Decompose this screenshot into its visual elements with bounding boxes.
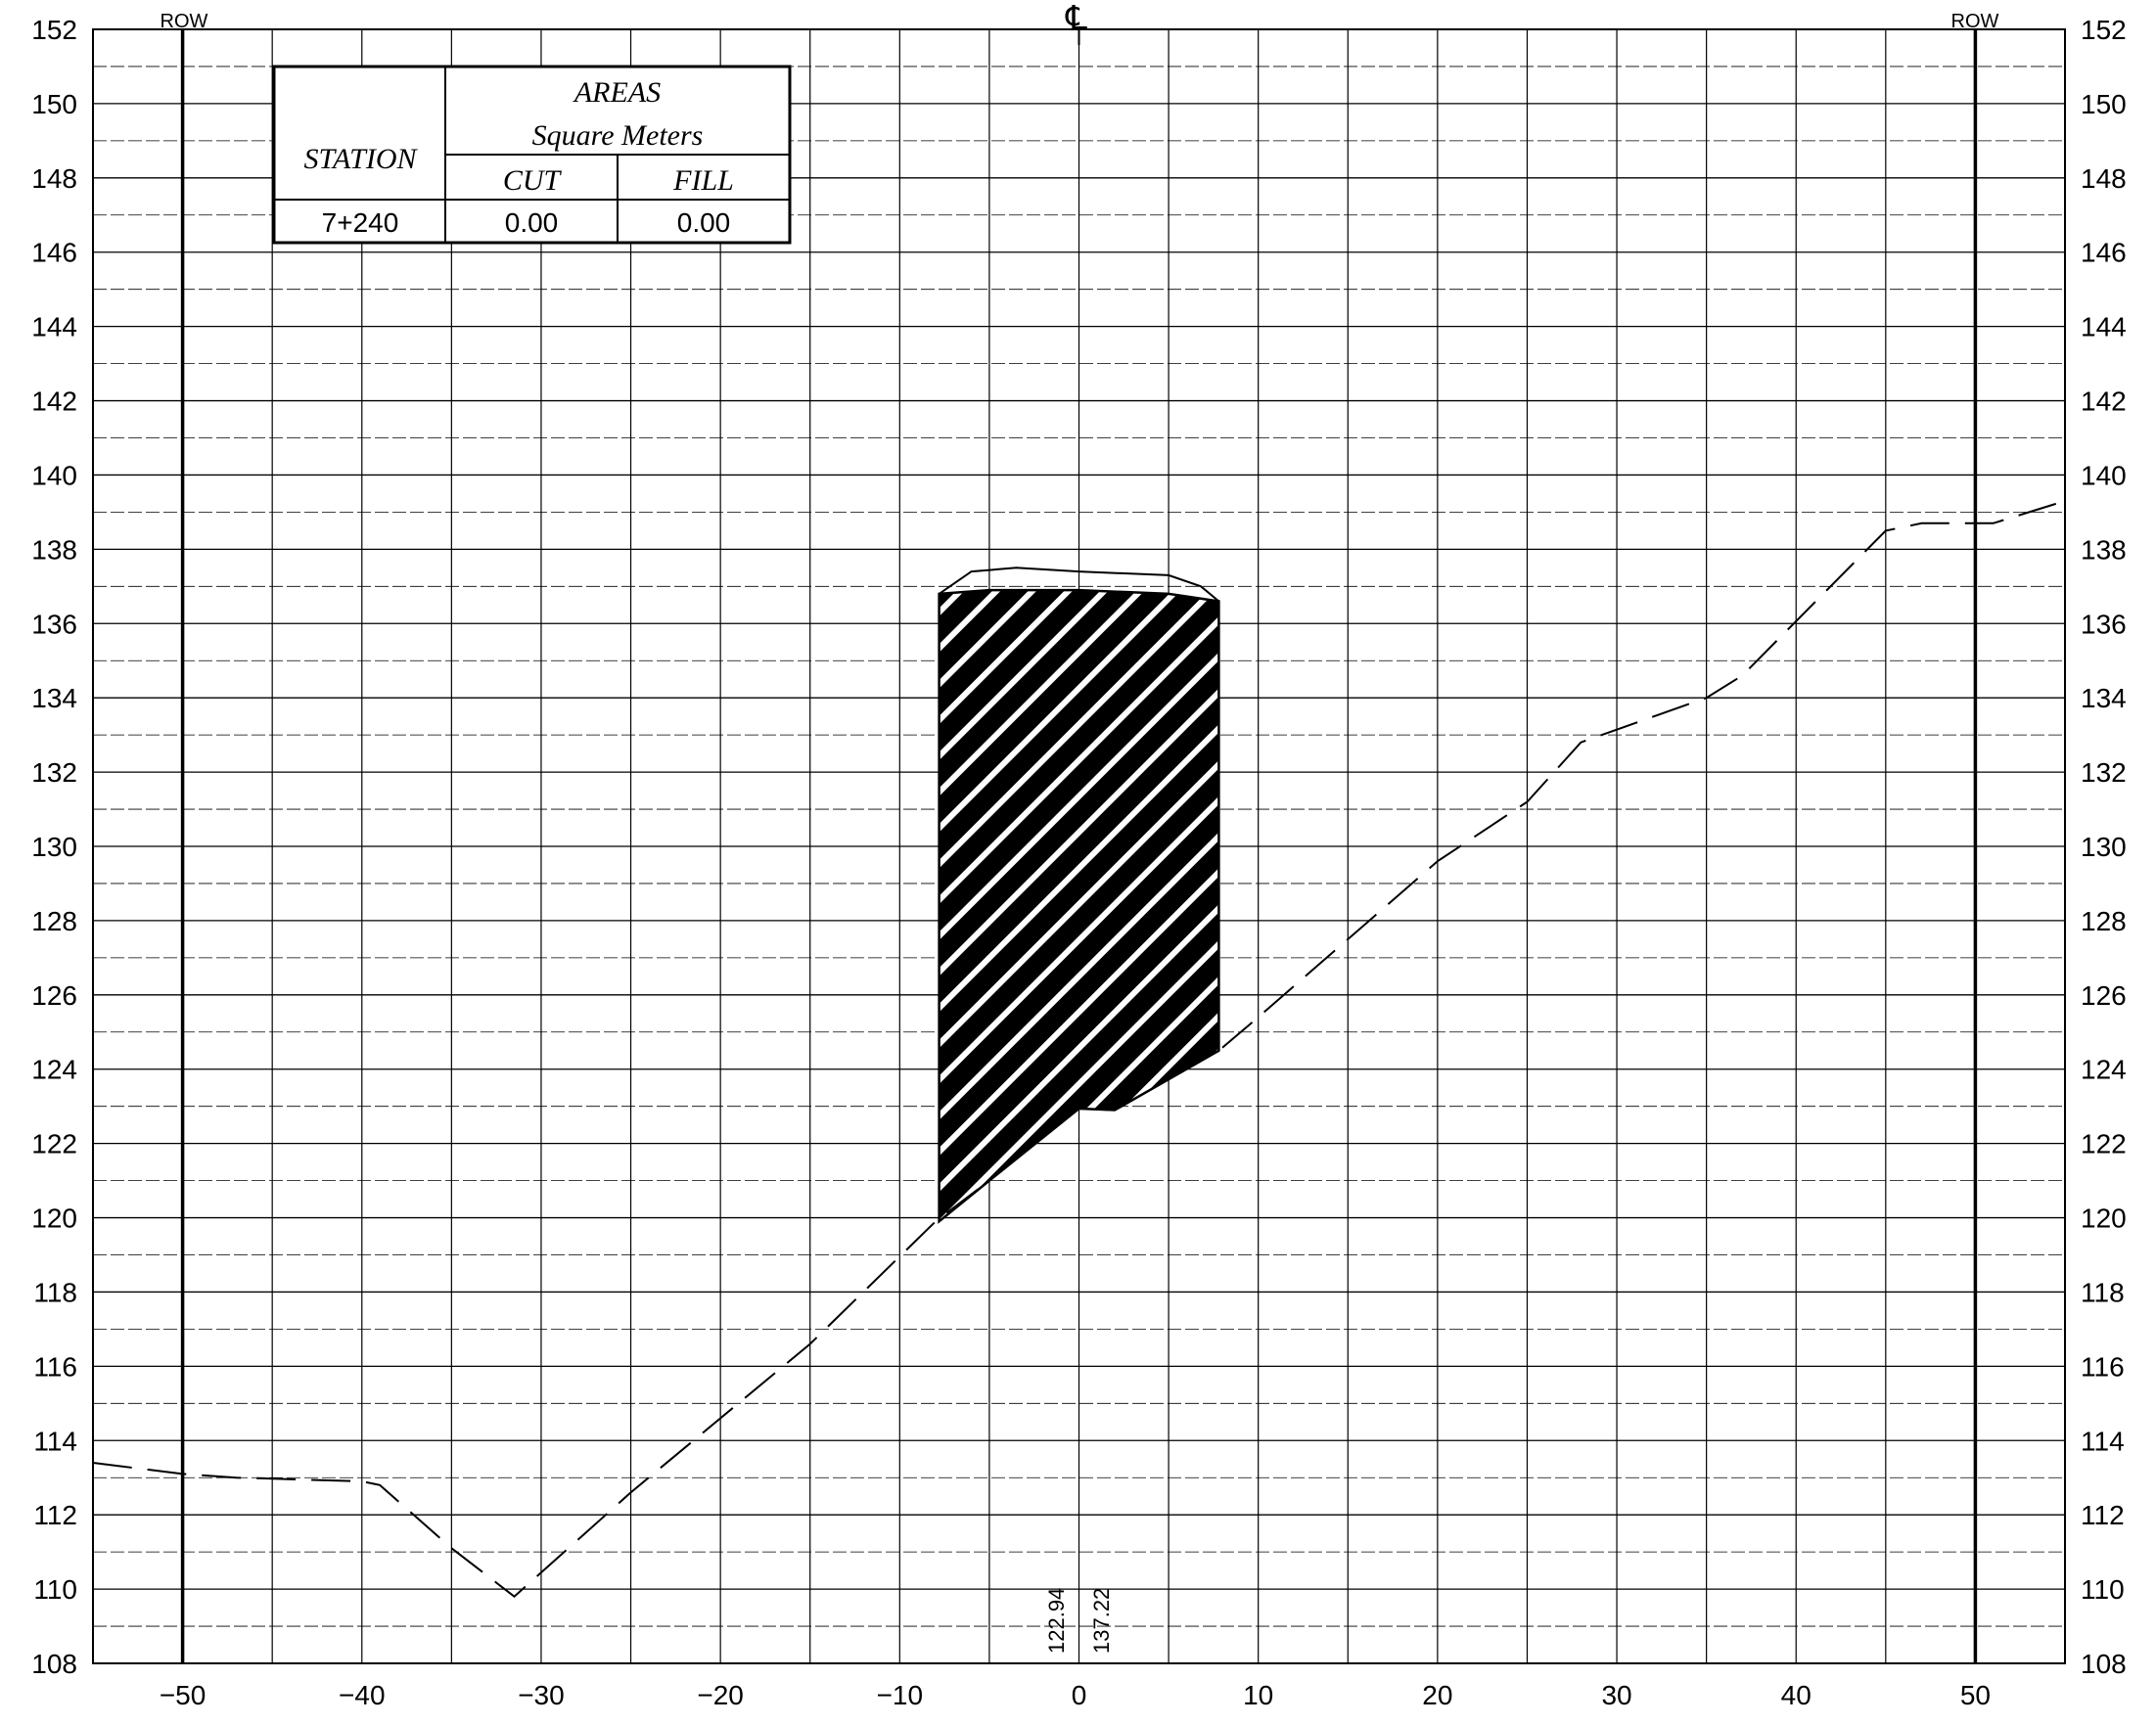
elevation-label-left: 122.94	[1044, 1588, 1069, 1654]
y-tick-label-right: 128	[2081, 906, 2127, 936]
y-tick-label-left: 112	[33, 1500, 77, 1530]
fill-value: 0.00	[677, 207, 731, 238]
section-shape	[938, 567, 1220, 1224]
y-tick-label-right: 144	[2081, 312, 2127, 342]
y-tick-label-left: 128	[31, 906, 77, 936]
y-tick-label-right: 122	[2081, 1129, 2127, 1159]
y-tick-label-right: 148	[2081, 163, 2127, 194]
y-tick-label-right: 146	[2081, 238, 2127, 268]
ground-profile	[92, 500, 2066, 1598]
station-header: STATION	[303, 143, 418, 175]
y-tick-label-right: 118	[2081, 1277, 2125, 1307]
y-tick-label-left: 126	[31, 980, 77, 1011]
y-tick-label-right: 140	[2081, 460, 2127, 490]
y-tick-label-left: 108	[31, 1649, 77, 1679]
y-tick-label-right: 152	[2081, 15, 2127, 45]
y-tick-label-right: 110	[2081, 1574, 2125, 1605]
elevation-label-right: 137.22	[1089, 1588, 1114, 1654]
x-tick-label: −30	[518, 1680, 565, 1710]
y-tick-label-right: 124	[2081, 1055, 2127, 1085]
y-tick-label-left: 138	[31, 534, 77, 565]
y-tick-label-right: 114	[2081, 1426, 2125, 1456]
y-tick-label-left: 130	[31, 832, 77, 862]
x-tick-label: −40	[339, 1680, 386, 1710]
cut-header: CUT	[503, 164, 563, 197]
fill-header: FILL	[672, 164, 734, 197]
top-outline	[939, 567, 1220, 603]
y-tick-label-left: 148	[31, 163, 77, 194]
y-tick-label-left: 150	[31, 89, 77, 119]
y-tick-label-left: 144	[31, 312, 77, 342]
y-tick-label-left: 152	[31, 15, 77, 45]
y-tick-label-left: 146	[31, 238, 77, 268]
row-lines	[180, 29, 1978, 1663]
y-tick-label-left: 118	[33, 1277, 77, 1307]
y-tick-label-right: 150	[2081, 89, 2127, 119]
x-tick-label: 20	[1422, 1680, 1452, 1710]
y-tick-label-right: 132	[2081, 757, 2127, 788]
row-label-left: ROW	[161, 11, 208, 32]
x-tick-label: 50	[1960, 1680, 1991, 1710]
y-tick-label-left: 116	[33, 1351, 77, 1382]
y-tick-label-right: 142	[2081, 386, 2127, 417]
y-tick-label-left: 110	[33, 1574, 77, 1605]
y-tick-label-right: 112	[2081, 1500, 2125, 1530]
y-tick-label-right: 120	[2081, 1203, 2127, 1234]
y-tick-label-left: 132	[31, 757, 77, 788]
y-tick-label-left: 120	[31, 1203, 77, 1234]
x-tick-label: −10	[877, 1680, 924, 1710]
station-value: 7+240	[322, 207, 399, 238]
ground-profile-line	[92, 500, 2066, 1598]
y-tick-label-right: 126	[2081, 980, 2127, 1011]
x-tick-label: −50	[160, 1680, 206, 1710]
y-tick-label-right: 130	[2081, 832, 2127, 862]
centerline-label: ℄	[1065, 0, 1087, 37]
cut-value: 0.00	[505, 207, 559, 238]
y-tick-label-left: 124	[31, 1055, 77, 1085]
areas-header: AREAS	[573, 76, 661, 109]
y-tick-label-right: 138	[2081, 534, 2127, 565]
y-tick-label-right: 116	[2081, 1351, 2125, 1382]
units-header: Square Meters	[532, 119, 704, 152]
y-tick-label-right: 136	[2081, 609, 2127, 639]
y-tick-label-right: 134	[2081, 683, 2127, 713]
y-tick-label-left: 142	[31, 386, 77, 417]
y-tick-label-right: 108	[2081, 1649, 2127, 1679]
y-tick-label-left: 134	[31, 683, 77, 713]
row-label-right: ROW	[1951, 11, 1999, 32]
x-tick-label: −20	[697, 1680, 744, 1710]
areas-table: STATION AREAS Square Meters CUT FILL 7+2…	[272, 65, 792, 245]
y-tick-label-left: 114	[33, 1426, 77, 1456]
y-tick-label-left: 122	[31, 1129, 77, 1159]
axis-ticks: 108 108 110 110 112 112 114 114 116 116 118 118 120 1…	[31, 15, 2126, 1710]
x-tick-label: 0	[1072, 1680, 1087, 1710]
y-tick-label-left: 140	[31, 460, 77, 490]
x-tick-label: 40	[1781, 1680, 1812, 1710]
y-tick-label-left: 136	[31, 609, 77, 639]
x-tick-label: 10	[1243, 1680, 1273, 1710]
x-tick-label: 30	[1601, 1680, 1631, 1710]
